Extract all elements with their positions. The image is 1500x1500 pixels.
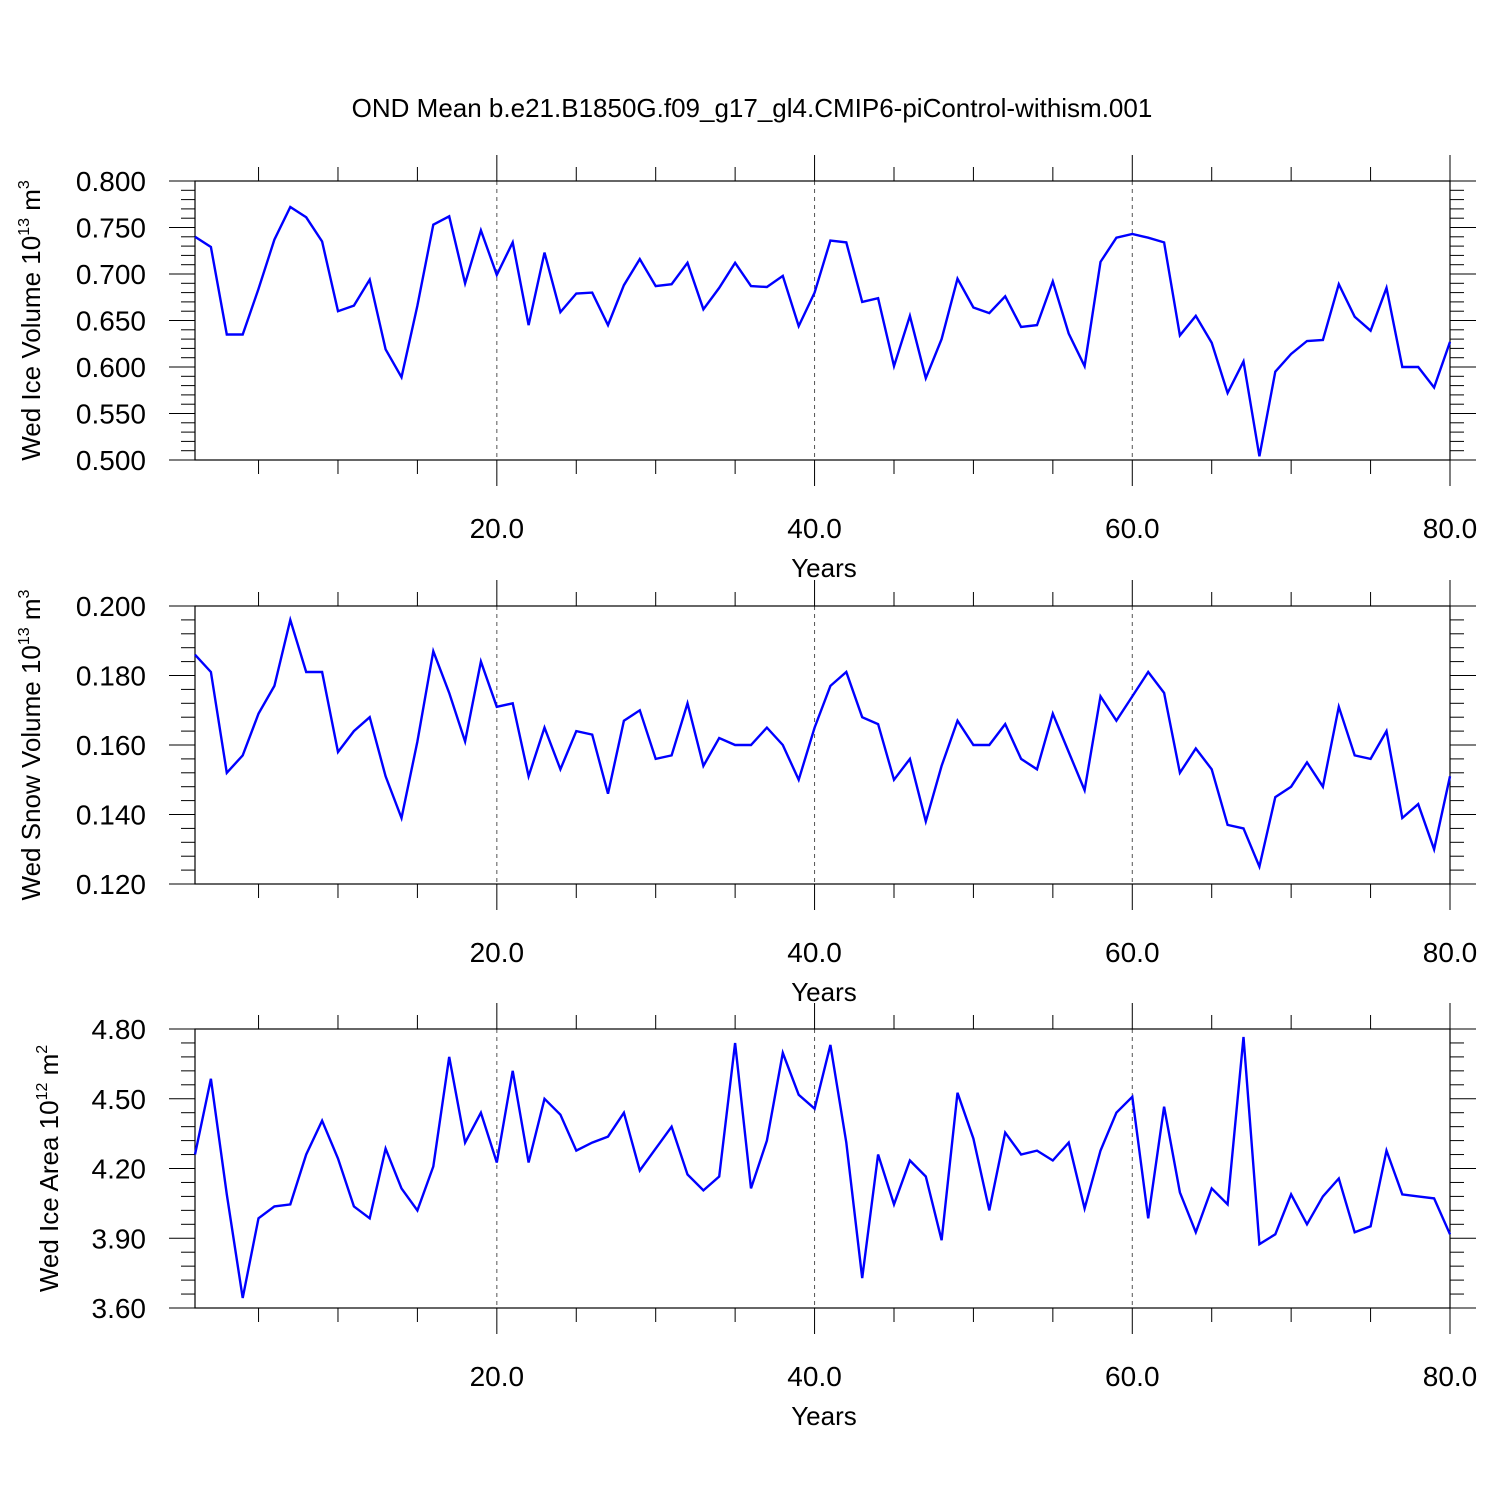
y-tick-label: 4.80 — [92, 1014, 147, 1045]
plot-frame — [194, 1028, 1451, 1309]
y-tick-label: 0.750 — [76, 213, 146, 244]
x-tick-label: 40.0 — [787, 513, 842, 544]
plot-frame — [194, 605, 1451, 885]
x-axis-label: Years — [791, 1401, 857, 1431]
y-tick-label: 3.60 — [92, 1293, 147, 1324]
x-tick-label: 60.0 — [1105, 937, 1160, 968]
x-tick-label: 60.0 — [1105, 513, 1160, 544]
y-tick-label: 0.650 — [76, 306, 146, 337]
x-tick-label: 20.0 — [470, 1361, 525, 1392]
y-axis-label: Wed Ice Area 1012 m2 — [34, 1045, 64, 1292]
x-tick-label: 20.0 — [470, 513, 525, 544]
chart-panel-1: 0.500 0.550 0.600 0.650 0.700 0.750 0.800 20.0 4… — [16, 155, 1477, 583]
y-tick-label: 0.160 — [76, 730, 146, 761]
y-tick-label: 0.600 — [76, 352, 146, 383]
data-series-line — [193, 1036, 1452, 1299]
x-tick-label: 60.0 — [1105, 1361, 1160, 1392]
data-series-line — [194, 205, 1452, 457]
y-axis-label: Wed Ice Volume 1013 m3 — [16, 180, 46, 461]
y-tick-label: 0.140 — [76, 800, 146, 831]
chart-panel-3: 3.60 3.90 4.20 4.50 4.80 20.0 40.0 60.0 80.0 Year… — [34, 1003, 1477, 1431]
y-tick-label: 4.20 — [92, 1154, 147, 1185]
chart-panel-2: 0.120 0.140 0.160 0.180 0.200 20.0 40.0 60.0 80.… — [16, 580, 1477, 1007]
data-series-line — [194, 615, 1452, 871]
y-tick-label: 0.700 — [76, 259, 146, 290]
y-tick-label: 4.50 — [92, 1084, 147, 1115]
chart-title: OND Mean b.e21.B1850G.f09_g17_gl4.CMIP6-… — [352, 93, 1153, 123]
x-tick-label: 80.0 — [1423, 1361, 1478, 1392]
x-tick-label: 20.0 — [470, 937, 525, 968]
plot-frame — [194, 180, 1451, 461]
y-tick-label: 0.200 — [76, 591, 146, 622]
y-tick-label: 0.800 — [76, 166, 146, 197]
x-tick-label: 40.0 — [787, 937, 842, 968]
x-axis-label: Years — [791, 553, 857, 583]
x-tick-label: 80.0 — [1423, 937, 1478, 968]
y-tick-label: 0.500 — [76, 445, 146, 476]
y-tick-label: 0.120 — [76, 869, 146, 900]
y-tick-label: 0.550 — [76, 399, 146, 430]
x-axis-label: Years — [791, 977, 857, 1007]
y-tick-label: 0.180 — [76, 661, 146, 692]
x-tick-label: 40.0 — [787, 1361, 842, 1392]
y-axis-label: Wed Snow Volume 1013 m3 — [16, 589, 46, 900]
y-tick-label: 3.90 — [92, 1223, 147, 1254]
x-tick-label: 80.0 — [1423, 513, 1478, 544]
